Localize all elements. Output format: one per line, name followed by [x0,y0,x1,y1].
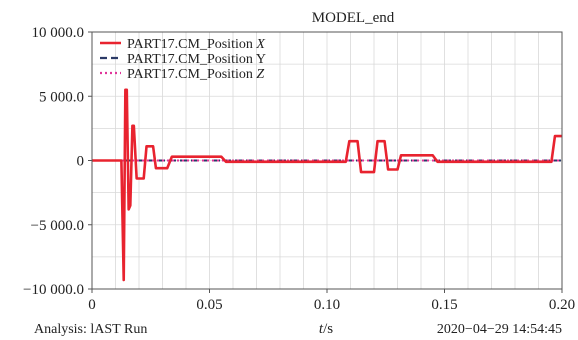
x-axis-label: t/s [319,321,333,337]
chart-title: MODEL_end [312,10,395,26]
footer-timestamp: 2020−04−29 14:54:45 [437,322,562,337]
y-tick-label: 0 [77,154,85,170]
x-tick-label: 0.20 [549,297,575,313]
x-tick-label: 0.05 [196,297,222,313]
y-tick-label: −10 000.0 [23,282,84,298]
x-tick-label: 0 [88,297,96,313]
tick-labels: 0 0.05 0.10 0.15 0.20 10 000.0 5 000.0 0 −5 000.… [23,25,575,313]
series-line-x [92,88,562,282]
legend-entry-label: PART17.CM_Position X [127,37,265,52]
y-tick-label: 10 000.0 [32,25,85,41]
series-lines [92,88,562,282]
x-tick-label: 0.15 [431,297,457,313]
y-tick-label: 5 000.0 [39,89,84,105]
y-tick-label: −5 000.0 [31,218,84,234]
footer-analysis: Analysis: lAST Run [34,322,147,337]
legend-entry-label: PART17.CM_Position Z [127,67,264,82]
legend-entry-label: PART17.CM_Position Y [127,52,266,67]
x-tick-label: 0.10 [314,297,340,313]
